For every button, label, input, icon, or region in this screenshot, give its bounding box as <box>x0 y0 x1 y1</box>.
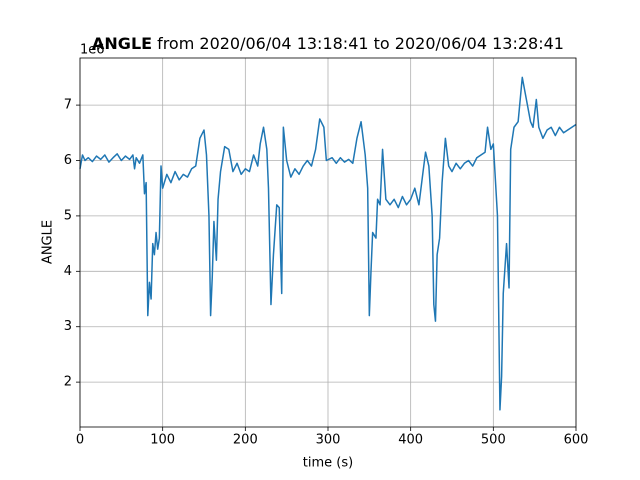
x-tick-label: 300 <box>316 433 341 448</box>
y-tick-label: 5 <box>64 208 72 223</box>
y-tick-label: 6 <box>64 153 72 168</box>
x-tick-label: 200 <box>233 433 258 448</box>
x-axis-label: time (s) <box>303 456 353 471</box>
x-tick-label: 500 <box>481 433 506 448</box>
title-rest: from 2020/06/04 13:18:41 to 2020/06/04 1… <box>157 34 564 53</box>
x-tick-label: 600 <box>564 433 589 448</box>
x-tick-label: 100 <box>150 433 175 448</box>
y-tick-label: 3 <box>64 319 72 334</box>
y-tick-label: 7 <box>64 98 72 113</box>
data-line <box>79 76 577 411</box>
x-tick-label: 0 <box>76 433 84 448</box>
y-tick-label: 2 <box>64 375 72 390</box>
chart-title: ANGLE from 2020/06/04 13:18:41 to 2020/06… <box>92 34 564 53</box>
axes-frame <box>79 57 577 428</box>
y-axis-label: ANGLE <box>41 220 56 264</box>
y-tick-label: 4 <box>64 264 72 279</box>
offset-label: 1e6 <box>80 43 105 58</box>
title-bold: ANGLE <box>92 34 152 53</box>
x-tick-label: 400 <box>398 433 423 448</box>
